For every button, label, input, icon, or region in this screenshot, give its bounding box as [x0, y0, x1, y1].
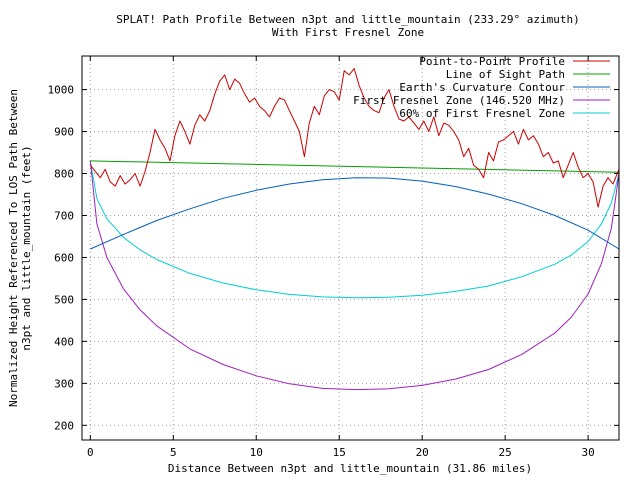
x-tick-label: 30 [582, 446, 595, 459]
series-line-point-to-point-profile [89, 68, 620, 208]
y-tick-label: 900 [54, 126, 74, 139]
plot-frame [81, 55, 620, 441]
y-tick-label: 600 [54, 251, 74, 264]
x-tick-label: 5 [170, 446, 177, 459]
legend-label-earth-s-curvature-contour: Earth's Curvature Contour [399, 81, 565, 94]
legend-label-60-of-first-fresnel-zone: 60% of First Fresnel Zone [399, 107, 565, 120]
y-tick-label: 500 [54, 293, 74, 306]
y-tick-label: 800 [54, 168, 74, 181]
grid-layer [82, 56, 619, 440]
y-tick-label: 200 [54, 419, 74, 432]
chart-title: SPLAT! Path Profile Between n3pt and lit… [116, 13, 580, 26]
y-axis-label-line-1: Normalized Height Referenced To LOS Path… [7, 89, 20, 407]
x-tick-label: 10 [250, 446, 263, 459]
legend-label-first-fresnel-zone-146-520-mhz: First Fresnel Zone (146.520 MHz) [353, 94, 565, 107]
series-line-earth-s-curvature-contour [90, 177, 620, 250]
series-line-line-of-sight-path [90, 160, 620, 173]
y-tick-label: 1000 [48, 84, 75, 97]
series-line-60-of-first-fresnel-zone [89, 160, 620, 299]
y-tick-label: 300 [54, 377, 74, 390]
y-tick-label: 400 [54, 335, 74, 348]
chart-subtitle: With First Fresnel Zone [272, 26, 424, 39]
series-line-first-fresnel-zone-146-520-mhz [89, 160, 620, 391]
y-tick-label: 700 [54, 209, 74, 222]
y-axis-label-group: Normalized Height Referenced To LOS Path… [7, 89, 33, 407]
x-tick-label: 20 [416, 446, 429, 459]
tick-layer: 0 5 10 15 20 25 30 200 300 400 500 600 700 800 900 1000 [48, 56, 619, 459]
legend-label-point-to-point-profile: Point-to-Point Profile [419, 55, 565, 68]
series-layer [89, 68, 620, 391]
legend-label-line-of-sight-path: Line of Sight Path [446, 68, 565, 81]
x-tick-label: 15 [333, 446, 346, 459]
x-axis-label: Distance Between n3pt and little_mountai… [168, 462, 532, 475]
x-tick-label: 25 [499, 446, 512, 459]
x-tick-label: 0 [87, 446, 94, 459]
y-axis-label-line-2: n3pt and little_mountain (feet) [20, 145, 33, 350]
